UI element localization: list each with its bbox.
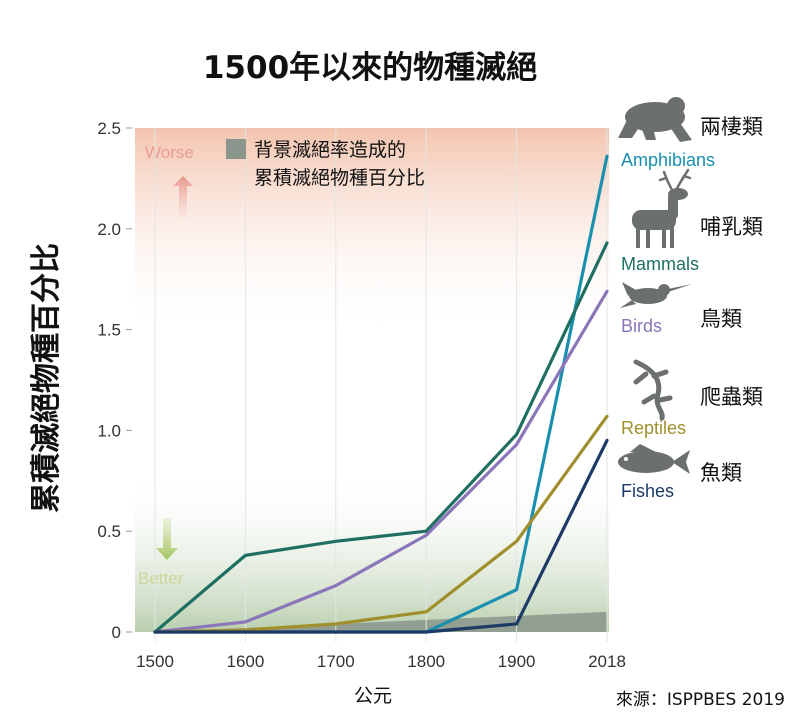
birds-label-zh: 鳥類 — [700, 307, 742, 331]
y-tick-label: 2.0 — [97, 220, 121, 239]
y-tick-label: 0 — [112, 623, 121, 642]
legend-swatch — [226, 139, 246, 159]
better-zone — [135, 470, 609, 632]
y-tick-label: 0.5 — [97, 522, 121, 541]
birds-label: Birds — [621, 316, 662, 336]
bird-icon — [620, 282, 692, 308]
worse-arrow-icon — [173, 176, 193, 218]
y-tick-label: 1.0 — [97, 421, 121, 440]
y-axis-ticks: 0 0.5 1.0 1.5 2.0 2.5 — [97, 119, 132, 642]
x-tick-label: 1500 — [136, 652, 174, 671]
legend-label-line2: 累積滅絕物種百分比 — [254, 167, 425, 189]
chart-title: 1500年以來的物種滅絕 — [203, 50, 537, 86]
y-tick-label: 2.5 — [97, 119, 121, 138]
x-axis-ticks: 1500 1600 1700 1800 1900 2018 — [136, 128, 626, 671]
better-label: Better — [138, 569, 184, 588]
x-tick-label: 1900 — [498, 652, 536, 671]
lizard-icon — [633, 359, 673, 421]
y-tick-label: 1.5 — [97, 321, 121, 340]
series-line-reptiles — [153, 414, 609, 634]
x-tick-label: 2018 — [588, 652, 626, 671]
fishes-label: Fishes — [621, 481, 674, 501]
deer-icon — [632, 168, 692, 248]
better-arrow-icon — [156, 518, 178, 560]
x-axis-title: 公元 — [354, 685, 392, 707]
x-tick-label: 1600 — [226, 652, 264, 671]
worse-label: Worse — [145, 143, 194, 162]
frog-icon — [618, 97, 692, 142]
series-line-mammals — [153, 241, 609, 634]
fishes-label-zh: 魚類 — [700, 461, 742, 485]
y-axis-title: 累積滅絕物種百分比 — [29, 243, 64, 513]
mammals-label-zh: 哺乳類 — [700, 215, 763, 239]
amphibians-label: Amphibians — [621, 150, 715, 170]
reptiles-label: Reptiles — [621, 418, 686, 438]
source-note: 來源：ISPPBES 2019 — [616, 690, 785, 710]
x-tick-label: 1800 — [407, 652, 445, 671]
worse-zone — [135, 128, 609, 338]
x-tick-label: 1700 — [317, 652, 355, 671]
fish-icon — [618, 444, 690, 474]
series-line-birds — [153, 289, 609, 634]
legend-label-line1: 背景滅絕率造成的 — [254, 139, 406, 161]
reptiles-label-zh: 爬蟲類 — [700, 385, 763, 409]
amphibians-label-zh: 兩棲類 — [700, 115, 763, 139]
series-line-fishes — [153, 438, 609, 634]
mammals-label: Mammals — [621, 254, 699, 274]
series-lines — [153, 154, 609, 634]
